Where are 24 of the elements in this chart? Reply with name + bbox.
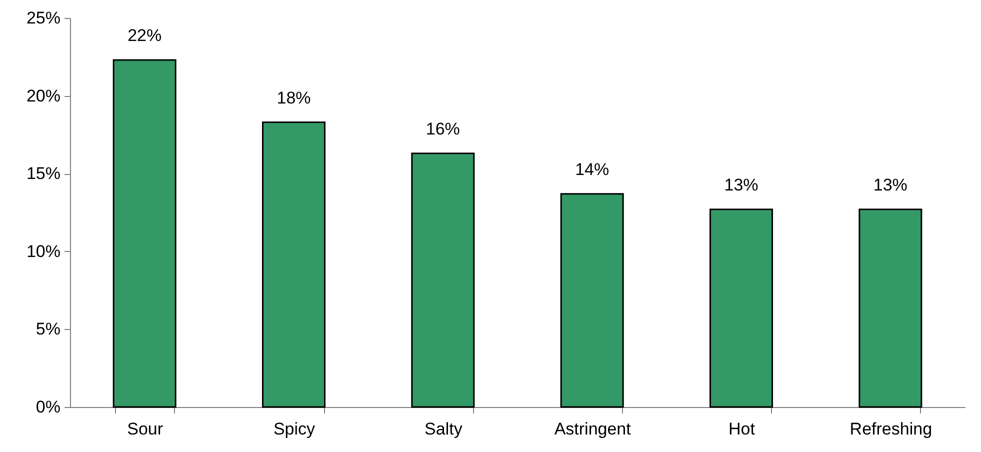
bar	[858, 208, 922, 408]
bar	[710, 208, 773, 408]
y-tick-label: 5%	[36, 320, 60, 339]
y-tick-label: 10%	[26, 242, 60, 261]
bar	[112, 59, 176, 408]
data-label: 13%	[873, 175, 908, 194]
y-tick-label: 25%	[26, 8, 60, 28]
x-tick-label: Hot	[728, 420, 756, 438]
bar	[411, 152, 475, 408]
data-label: 18%	[276, 88, 311, 108]
y-tick-label: 0%	[36, 398, 60, 416]
x-tick-label: Sour	[127, 420, 164, 438]
x-tick-label: Salty	[424, 420, 463, 438]
data-label: 22%	[128, 26, 162, 46]
y-tick-label: 20%	[26, 86, 60, 106]
x-tick-label: Spicy	[273, 420, 316, 438]
bar	[262, 122, 326, 408]
x-tick-label: Astringent	[554, 420, 632, 438]
y-tick-label: 15%	[26, 164, 60, 184]
data-label: 14%	[575, 160, 610, 179]
x-tick-label: Refreshing	[850, 420, 932, 438]
bar	[560, 193, 624, 408]
data-label: 13%	[724, 175, 758, 194]
data-label: 16%	[426, 119, 460, 138]
